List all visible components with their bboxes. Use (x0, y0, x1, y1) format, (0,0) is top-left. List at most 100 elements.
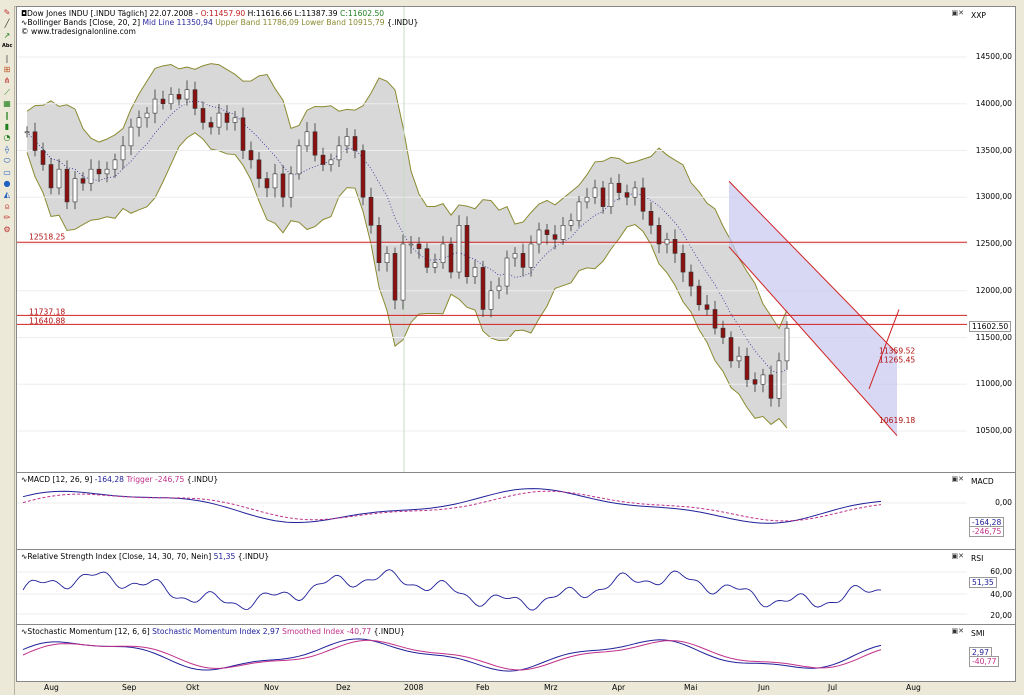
smi-smoothed: Smoothed Index -40,77 (282, 627, 372, 636)
macd-panel: ∿MACD [12, 26, 9] -164,28 Trigger -246,7… (16, 472, 968, 550)
candle-body (760, 374, 766, 385)
candle-body (552, 234, 558, 240)
low-value: L:11387.39 (294, 9, 338, 18)
bollinger-label: Bollinger Bands [Close, 20, 2] (27, 18, 143, 27)
smi-value: Stochastic Momentum Index 2,97 (152, 627, 280, 636)
candle-body (432, 262, 438, 268)
bollinger-line: ∿Bollinger Bands [Close, 20, 2] Mid Line… (21, 18, 418, 27)
candle-body (320, 154, 326, 165)
ellipse-icon[interactable]: ⬭ (3, 156, 11, 166)
channel-value-label: 11265.45 (879, 355, 915, 364)
copyright: © www.tradesignalonline.com (21, 27, 136, 36)
trend-icon[interactable]: ⟋ (4, 87, 10, 97)
candle-body (80, 178, 86, 184)
candle-body (584, 196, 590, 203)
candle-body (312, 131, 318, 156)
smi-chart (22, 638, 882, 672)
indicator-icon: ∿ (21, 552, 28, 561)
candle-body (640, 187, 646, 212)
bollinger-upper-line (26, 63, 788, 330)
candle-body (664, 239, 670, 245)
drawing-tools-icon[interactable]: ✏ (3, 213, 11, 223)
magnet-icon[interactable]: ⍝ (4, 201, 10, 211)
smi-header: ∿Stochastic Momentum [12, 6, 6] Stochast… (21, 627, 405, 636)
candle-body (504, 257, 510, 287)
candle-body (624, 192, 630, 198)
candle-body (704, 304, 710, 310)
rsi-chart (17, 569, 967, 615)
channel-lower-line (728, 246, 898, 437)
candle-body (576, 201, 582, 221)
instrument-line: ◘Dow Jones INDU [.INDU Täglich] 22.07.20… (21, 9, 418, 18)
price-tick: 12500,00 (975, 239, 1012, 248)
macd-value: -164,28 (94, 475, 125, 484)
rsi-tick: 20,00 (990, 611, 1012, 620)
price-axis[interactable]: XXP 14500,00 14000,00 13500,00 13000,00 1250… (967, 6, 1016, 473)
candle-body (456, 225, 462, 273)
panel-window-buttons[interactable]: ▣✕ (951, 9, 964, 17)
smi-panel: ∿Stochastic Momentum [12, 6, 6] Stochast… (16, 624, 968, 682)
settings-icon[interactable]: ⚙ (3, 224, 11, 234)
time-tick: Apr (612, 683, 626, 692)
level-label: 12518.25 (29, 232, 65, 241)
candle-body (752, 379, 758, 385)
cycle-icon[interactable]: ◔ (3, 133, 11, 143)
candle-body (224, 112, 230, 123)
arrow-icon[interactable]: ↗ (3, 30, 11, 40)
candle-body (608, 182, 614, 207)
candle-body (568, 220, 574, 226)
axis-code: RSI (971, 554, 984, 563)
pencil-icon[interactable]: ✎ (3, 8, 11, 17)
candle-body (152, 98, 158, 114)
circle-icon[interactable]: ● (3, 179, 11, 188)
time-axis[interactable]: Aug Sep Okt Nov Dez 2008 Feb Mrz Apr Mai Jun Jul Aug (16, 680, 966, 694)
axis-code: XXP (971, 11, 986, 20)
grid-icon[interactable]: ▦ (3, 99, 11, 109)
ruler-icon[interactable]: ⊞ (3, 65, 11, 74)
rsi-axis[interactable]: RSI 60,00 40,00 20,00 51,35 (967, 549, 1016, 625)
vertical-line-icon[interactable]: | (5, 53, 9, 63)
candle-body (104, 168, 110, 175)
candle-body (248, 150, 254, 161)
smi-suffix: {.INDU} (371, 627, 405, 636)
rectangle-icon[interactable]: ▭ (3, 167, 11, 177)
panel-window-buttons[interactable]: ▣✕ (951, 475, 964, 483)
rsi-value-text: 51,35 (213, 552, 236, 561)
text-icon[interactable]: Abc (2, 43, 13, 50)
level-label: 11737.18 (29, 307, 65, 316)
bollinger-lower-line (26, 132, 788, 429)
candle-body (264, 178, 270, 189)
smoothed-value-box: -40,77 (969, 656, 1000, 667)
candle-body (280, 173, 286, 198)
price-tick: 10500,00 (975, 426, 1012, 435)
panel-window-buttons[interactable]: ▣✕ (951, 627, 964, 635)
line-icon[interactable]: ╱ (4, 19, 10, 29)
rsi-suffix: {.INDU} (235, 552, 270, 561)
fork-icon[interactable]: ⋔ (3, 76, 11, 86)
fan-icon[interactable]: ⟠ (5, 144, 9, 154)
candle-body (480, 267, 486, 310)
candle-body (776, 360, 782, 399)
channel-icon[interactable]: ∥ (5, 110, 9, 120)
macd-axis[interactable]: MACD 0,00 -164,28 -246,75 (967, 472, 1016, 550)
triangle-icon[interactable]: ◭ (3, 190, 11, 200)
smi-title: Stochastic Momentum [12, 6, 6] (27, 627, 153, 636)
panel-window-buttons[interactable]: ▣✕ (951, 552, 964, 560)
smi-axis[interactable]: SMI 2,97 -40,77 (967, 624, 1016, 682)
smi-line (22, 638, 882, 672)
candle-body (296, 145, 302, 175)
candle-body (600, 187, 606, 207)
macd-title: MACD [12, 26, 9] (27, 475, 95, 484)
close-value: C:11602.50 (340, 9, 385, 18)
bollinger-mid: Mid Line 11350,94 (142, 18, 213, 27)
candle-body (376, 225, 382, 264)
time-tick: 2008 (404, 683, 424, 692)
bollinger-mid-line (26, 100, 788, 375)
time-tick: Dez (336, 683, 351, 692)
macd-suffix: {.INDU} (184, 475, 219, 484)
trigger-line (22, 490, 882, 522)
instrument-title: Dow Jones INDU [.INDU Täglich] 22.07.200… (27, 9, 201, 18)
bars-icon[interactable]: ▮ (4, 122, 10, 131)
candle-body (520, 253, 526, 268)
